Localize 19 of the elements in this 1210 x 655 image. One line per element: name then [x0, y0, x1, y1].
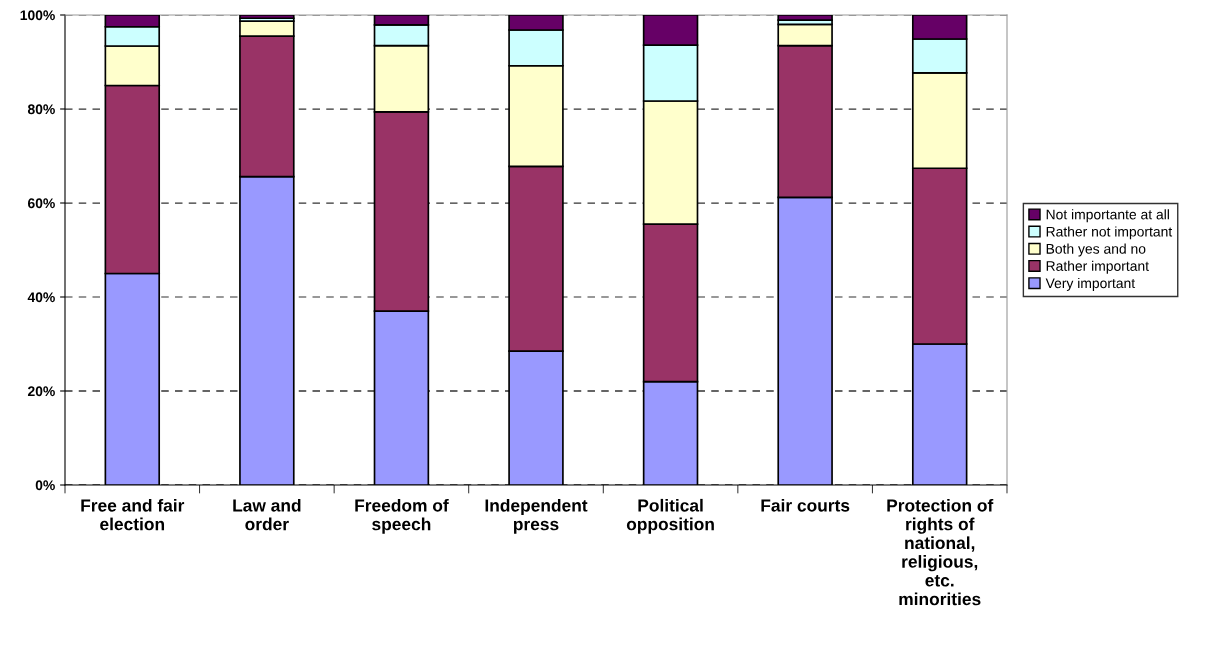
- legend-label: Rather important: [1046, 260, 1149, 274]
- x-tick-label: Law and order: [233, 498, 301, 531]
- legend-label: Rather not important: [1046, 226, 1173, 240]
- x-tick-label: Protection of rights of national, religious, etc. minorities: [887, 498, 994, 606]
- x-tick-label: Fair courts: [761, 498, 850, 512]
- y-tick-label: 60%: [27, 198, 55, 209]
- legend-label: Both yes and no: [1046, 243, 1146, 257]
- legend-label: Not importante at all: [1046, 209, 1169, 223]
- x-tick-label: Independent press: [485, 498, 588, 534]
- y-tick-label: 0%: [35, 480, 55, 491]
- legend-label: Very important: [1045, 277, 1136, 291]
- y-tick-label: 40%: [27, 292, 55, 303]
- bar: [777, 15, 833, 22]
- y-tick-label: 20%: [27, 386, 55, 397]
- x-tick-label: Free and fair election: [81, 498, 185, 531]
- y-tick-label: 80%: [27, 104, 55, 115]
- x-tick-label: Political opposition: [626, 498, 714, 534]
- x-tick-label: Freedom of speech: [355, 498, 449, 534]
- y-tick-label: 100%: [20, 10, 55, 21]
